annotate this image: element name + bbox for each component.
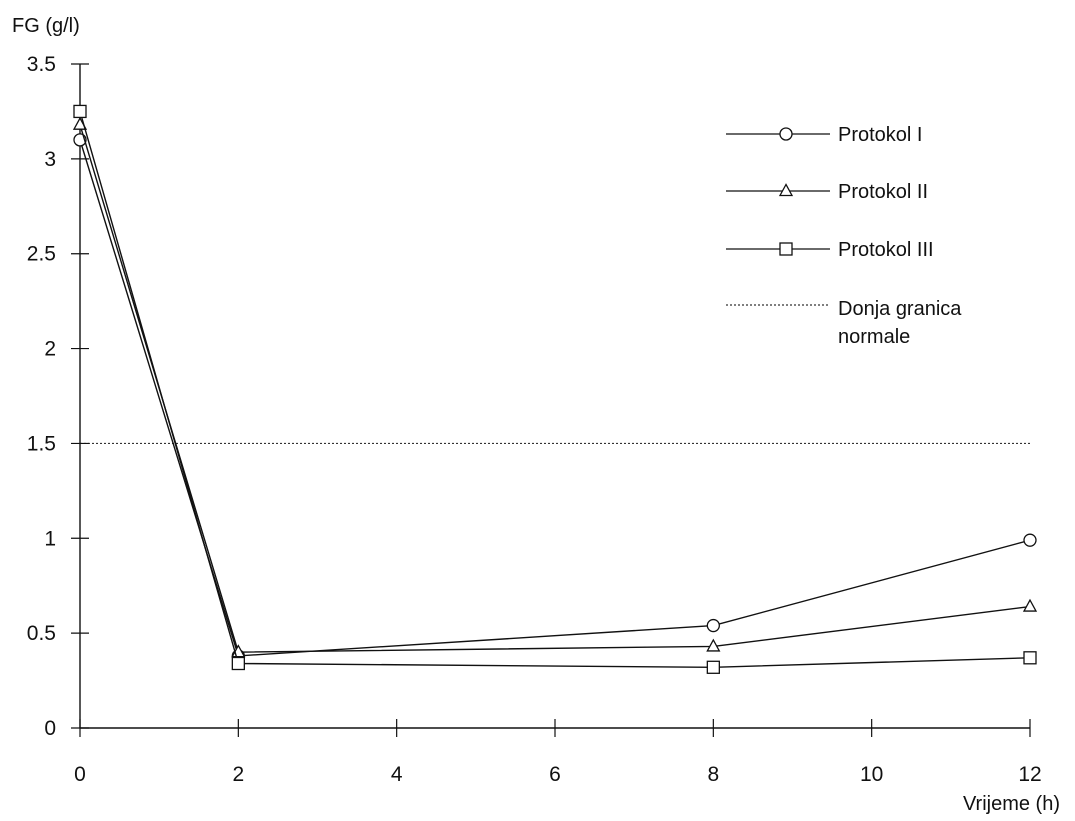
data-point (73, 104, 87, 119)
legend-item-reference: Donja granica normale (726, 298, 962, 348)
x-tick-label: 12 (1018, 763, 1041, 786)
data-point (1023, 651, 1037, 665)
x-tick-label: 6 (549, 763, 561, 786)
y-axis-title: FG (g/l) (12, 15, 80, 37)
legend-label: normale (838, 326, 910, 348)
y-tick-label: 0 (44, 717, 56, 740)
x-tick-label: 4 (391, 763, 403, 786)
y-tick-label: 3.5 (27, 53, 56, 76)
legend: Protokol I Protokol II Protokol III Donja g… (726, 124, 962, 348)
data-point (231, 656, 245, 671)
series-line (79, 111, 1031, 668)
data-point (706, 618, 720, 633)
legend-item-3: Protokol III (726, 239, 934, 261)
axes: 0 0.5 1 1.5 2 2.5 3 3.5 0 2 4 6 8 10 12 (27, 53, 1042, 786)
x-tick-label: 0 (74, 763, 86, 786)
series-3 (73, 104, 1037, 674)
y-tick-label: 2 (44, 338, 56, 361)
legend-item-1: Protokol I (726, 124, 922, 146)
y-tick-label: 1.5 (27, 432, 56, 455)
legend-label: Protokol II (838, 181, 928, 203)
data-point (1022, 598, 1038, 612)
series-1 (73, 133, 1037, 663)
y-tick-label: 1 (44, 527, 56, 550)
y-tick-label: 3 (44, 148, 56, 171)
data-point (706, 660, 720, 674)
x-tick-label: 10 (860, 763, 883, 786)
legend-label: Donja granica (838, 298, 962, 320)
y-tick-label: 0.5 (27, 622, 56, 645)
legend-label: Protokol I (838, 124, 922, 146)
legend-marker (779, 242, 793, 256)
data-point (706, 638, 721, 652)
legend-marker (778, 183, 794, 197)
x-tick-label: 8 (707, 763, 719, 786)
legend-item-2: Protokol II (726, 181, 928, 203)
series-line (79, 124, 1031, 653)
legend-marker (779, 127, 793, 141)
data-point (1023, 533, 1037, 547)
series-layer (72, 104, 1038, 674)
series-line (79, 139, 1031, 657)
y-tick-label: 2.5 (27, 243, 56, 266)
x-axis-title: Vrijeme (h) (963, 793, 1060, 815)
x-tick-label: 2 (232, 763, 244, 786)
legend-label: Protokol III (838, 239, 934, 261)
